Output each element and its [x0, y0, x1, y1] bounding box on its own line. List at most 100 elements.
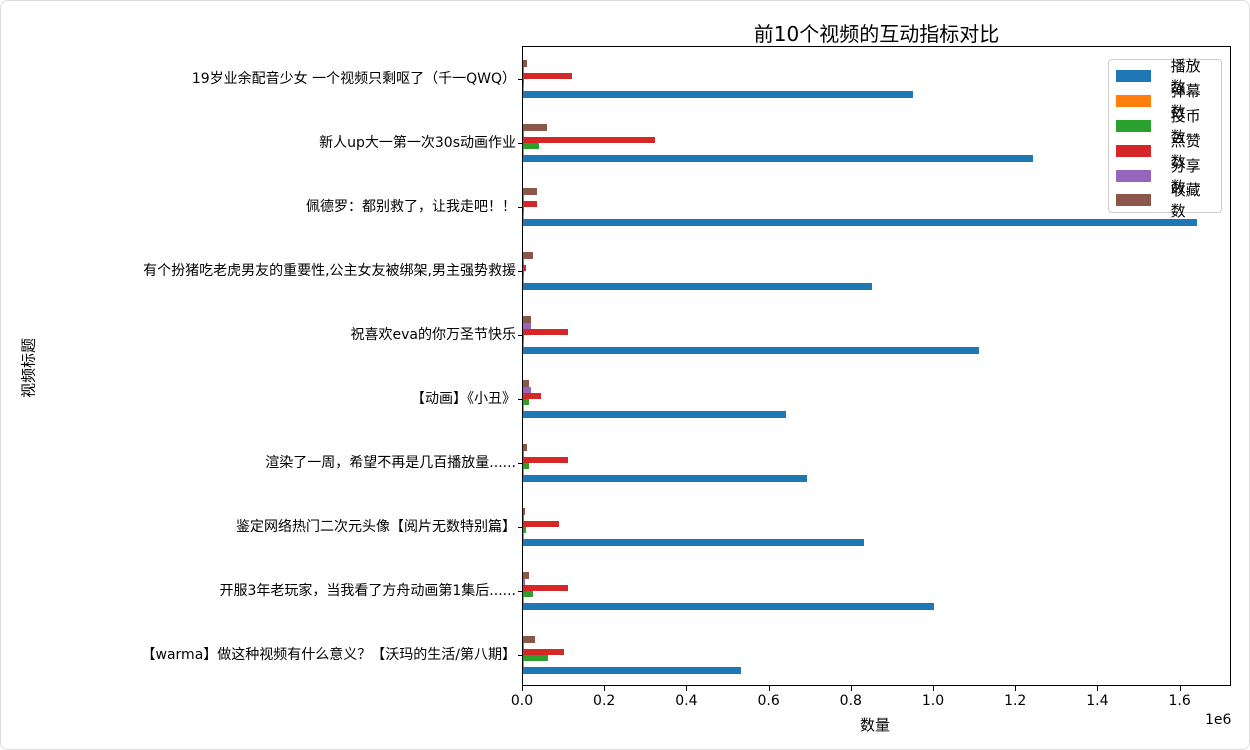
x-tick [1015, 686, 1017, 691]
bar [523, 130, 524, 137]
bar [523, 591, 533, 598]
y-tick [518, 335, 523, 336]
legend-swatch-icon [1116, 194, 1151, 207]
y-tick [518, 207, 523, 208]
legend-item: 点赞数 [1115, 132, 1215, 171]
y-tick-label: 鉴定网络热门二次元头像【阅片无数特别篇】 [236, 519, 516, 535]
bar [523, 572, 529, 579]
bar [523, 252, 533, 259]
x-tick [522, 686, 523, 691]
bar [523, 520, 560, 527]
bar [523, 648, 565, 655]
bar [523, 667, 741, 674]
bar [523, 335, 525, 342]
bar [523, 584, 569, 591]
y-axis-title: 视频标题 [19, 337, 38, 399]
y-tick [518, 399, 523, 400]
x-tick-label: 1.4 [1086, 693, 1109, 709]
bar [523, 91, 914, 98]
bar [523, 475, 807, 482]
legend-item: 收藏数 [1115, 181, 1215, 220]
legend-item: 弹幕数 [1115, 82, 1215, 121]
legend-label: 点赞数 [1170, 131, 1201, 171]
bar [523, 533, 525, 540]
bar [523, 60, 528, 67]
x-tick-label: 0.4 [675, 693, 698, 709]
bar [523, 188, 537, 195]
y-tick [518, 655, 523, 656]
x-tick [850, 686, 852, 691]
y-tick-label: 有个扮猪吃老虎男友的重要性,公主女友被绑架,男主强势救援 [143, 263, 516, 279]
x-tick-label: 0.2 [593, 693, 616, 709]
x-tick [1179, 686, 1181, 691]
y-tick-label: 【warma】做这种视频有什么意义？【沃玛的生活/第八期】 [141, 647, 516, 663]
legend-label: 播放数 [1170, 57, 1201, 97]
bar [523, 322, 532, 329]
bar [523, 136, 655, 143]
x-tick [933, 686, 934, 691]
x-axis-title: 数量 [860, 716, 891, 734]
y-tick [518, 79, 523, 80]
y-tick-label: 新人up大一第一次30s动画作业 [319, 135, 516, 151]
y-tick [518, 463, 523, 464]
bar [523, 316, 532, 323]
legend-label: 投币数 [1170, 107, 1201, 146]
bar [523, 444, 527, 451]
bar [523, 399, 529, 406]
legend-item: 播放数 [1115, 57, 1215, 96]
bar [523, 411, 787, 418]
y-tick [518, 591, 523, 592]
bar [523, 328, 569, 335]
legend-label: 收藏数 [1170, 181, 1201, 221]
y-tick-label: 19岁业余配音少女 一个视频只剩呕了（千一QWQ） [191, 71, 516, 87]
x-tick-label: 0.0 [510, 693, 534, 709]
x-tick-label: 1.2 [1004, 693, 1027, 709]
x-tick-label: 0.6 [757, 693, 780, 709]
x-tick-label: 1.0 [921, 693, 945, 709]
bar [523, 155, 1033, 162]
y-tick-label: 【动画】《小丑》 [411, 391, 516, 407]
legend-swatch-icon [1116, 169, 1151, 182]
legend-item: 分享数 [1115, 157, 1215, 196]
bar [523, 283, 873, 290]
y-tick-label: 佩德罗：都别救了，让我走吧！！ [306, 199, 516, 215]
legend-swatch-icon [1116, 119, 1151, 132]
plot-area [518, 46, 1231, 686]
legend-swatch-icon [1116, 95, 1151, 108]
y-tick-label: 祝喜欢eva的你万圣节快乐 [350, 327, 516, 343]
x-tick [768, 686, 770, 691]
y-tick [518, 143, 523, 144]
bar [523, 456, 569, 463]
bar [523, 655, 549, 662]
x-tick-label: 0.8 [839, 693, 862, 709]
bar [523, 578, 526, 585]
bar [523, 636, 535, 643]
bar [523, 539, 865, 546]
legend-item: 投币数 [1115, 107, 1215, 146]
bar [523, 386, 532, 393]
y-tick-label: 渲染了一周，希望不再是几百播放量...... [265, 455, 516, 471]
bar [523, 219, 1198, 226]
legend-swatch-icon [1116, 70, 1151, 83]
bar [523, 264, 526, 271]
y-tick-label: 开服3年老玩家，当我看了方舟动画第1集后...... [219, 583, 516, 599]
bar [523, 661, 525, 668]
legend-swatch-icon [1116, 144, 1151, 157]
y-tick [518, 527, 523, 528]
bar [523, 392, 542, 399]
bar [523, 597, 525, 604]
bar [523, 527, 527, 534]
bar [523, 200, 538, 207]
y-tick [518, 271, 523, 272]
x-tick [686, 686, 688, 691]
legend: 播放数 弹幕数 投币数 点赞数 分享数 收藏数 [1108, 57, 1222, 220]
x-tick [604, 686, 606, 691]
x-axis-offset-label: 1e6 [1205, 712, 1232, 728]
legend-label: 分享数 [1170, 156, 1201, 196]
bar [523, 463, 530, 470]
bar [523, 642, 525, 649]
x-tick-label: 1.6 [1168, 693, 1191, 709]
bar [523, 124, 547, 131]
bar [523, 143, 539, 150]
legend-label: 弹幕数 [1170, 82, 1201, 122]
